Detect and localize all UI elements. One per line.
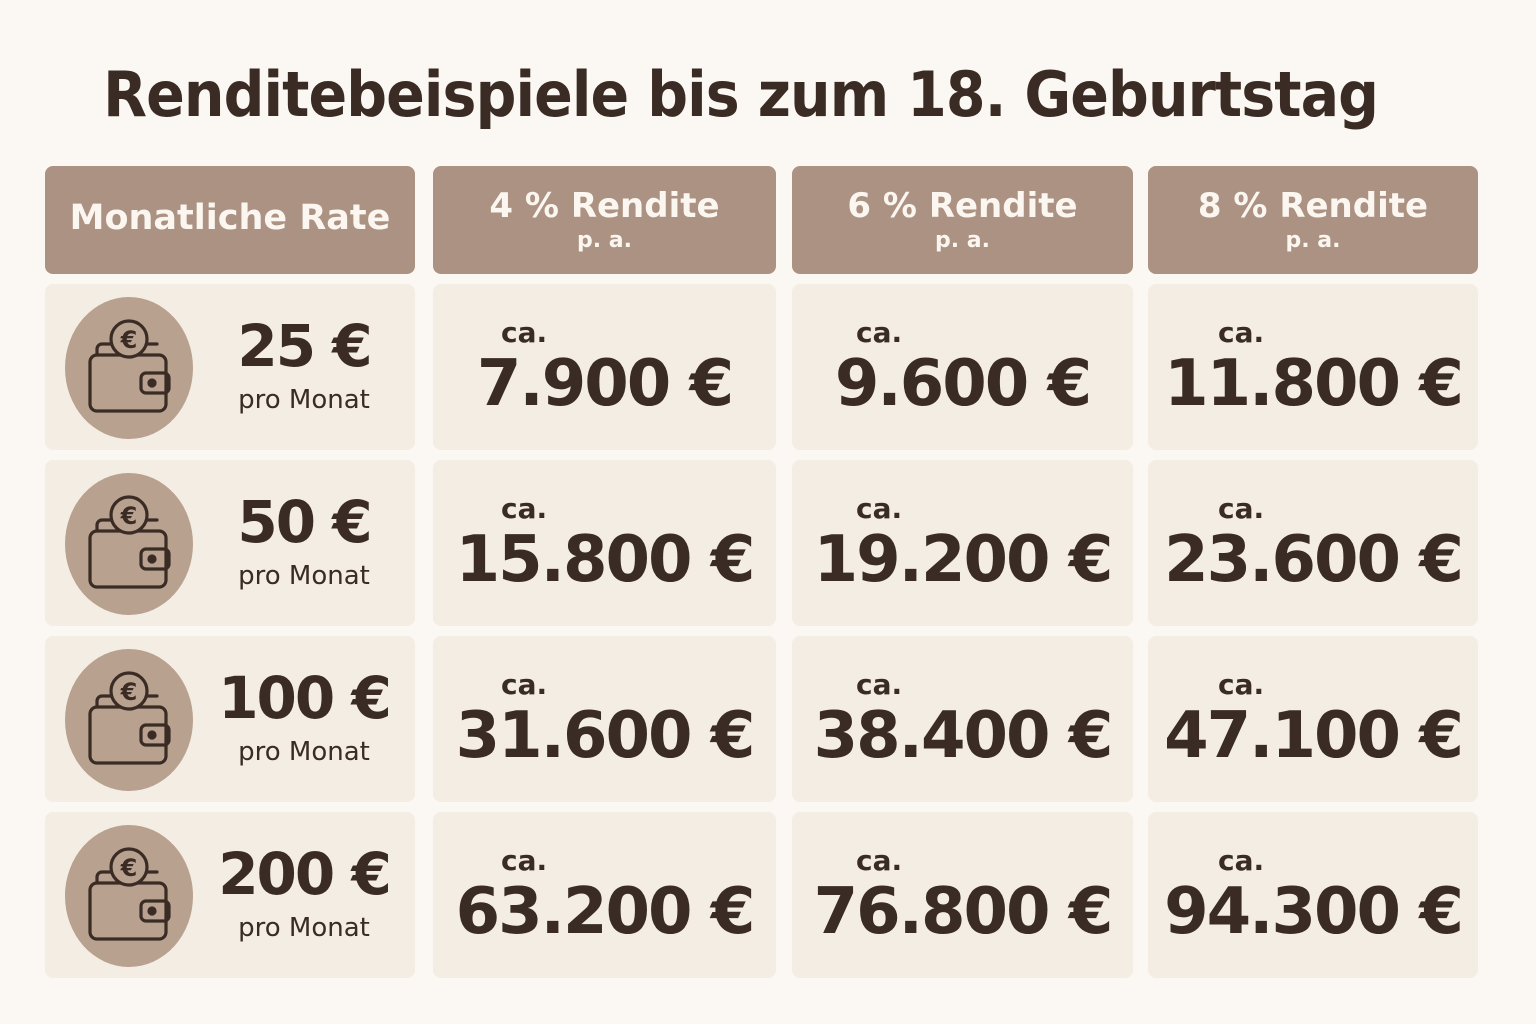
approx-label: ca. xyxy=(501,844,548,877)
return-value: 15.800 € xyxy=(455,523,756,597)
value-cell-8: ca. 23.600 € xyxy=(1148,460,1478,626)
rate-cell: € 200 € pro Monat xyxy=(45,812,415,978)
approx-label: ca. xyxy=(856,492,903,525)
approx-label: ca. xyxy=(501,668,548,701)
value-cell-4: ca. 15.800 € xyxy=(433,460,776,626)
return-value: 23.600 € xyxy=(1164,523,1464,597)
rate-cell: € 25 € pro Monat xyxy=(45,284,415,450)
header-6-percent: 6 % Rendite p. a. xyxy=(792,166,1133,274)
svg-text:€: € xyxy=(120,326,138,354)
header-label: 6 % Rendite xyxy=(847,186,1078,226)
header-sublabel: p. a. xyxy=(935,228,990,253)
return-value: 9.600 € xyxy=(834,347,1092,421)
monthly-label: pro Monat xyxy=(238,385,370,415)
page-title: Renditebeispiele bis zum 18. Geburtstag xyxy=(103,58,1379,131)
value-cell-6: ca. 76.800 € xyxy=(792,812,1133,978)
approx-label: ca. xyxy=(856,316,903,349)
return-value: 38.400 € xyxy=(813,699,1114,773)
approx-label: ca. xyxy=(1218,316,1265,349)
value-cell-8: ca. 47.100 € xyxy=(1148,636,1478,802)
monthly-label: pro Monat xyxy=(238,561,370,591)
header-sublabel: p. a. xyxy=(577,228,632,253)
approx-label: ca. xyxy=(1218,492,1265,525)
title-area: Renditebeispiele bis zum 18. Geburtstag xyxy=(0,0,1536,160)
monthly-amount: 50 € xyxy=(237,488,372,556)
wallet-euro-icon: € xyxy=(65,473,193,615)
header-sublabel: p. a. xyxy=(1285,228,1341,253)
header-label: 8 % Rendite xyxy=(1197,186,1429,226)
value-cell-4: ca. 7.900 € xyxy=(433,284,776,450)
header-monthly-rate: Monatliche Rate xyxy=(45,166,415,274)
monthly-label: pro Monat xyxy=(238,737,370,767)
value-cell-4: ca. 63.200 € xyxy=(433,812,776,978)
header-4-percent: 4 % Rendite p. a. xyxy=(433,166,776,274)
monthly-amount: 100 € xyxy=(218,664,392,732)
rate-cell: € 50 € pro Monat xyxy=(45,460,415,626)
monthly-amount: 25 € xyxy=(237,312,372,380)
svg-text:€: € xyxy=(120,502,138,530)
approx-label: ca. xyxy=(856,668,903,701)
header-label: 4 % Rendite xyxy=(489,186,720,226)
return-value: 31.600 € xyxy=(455,699,756,773)
return-value: 94.300 € xyxy=(1164,875,1464,949)
return-value: 19.200 € xyxy=(813,523,1114,597)
approx-label: ca. xyxy=(1218,668,1265,701)
wallet-euro-icon: € xyxy=(65,825,193,967)
return-value: 47.100 € xyxy=(1164,699,1464,773)
svg-text:€: € xyxy=(120,678,138,706)
approx-label: ca. xyxy=(501,492,548,525)
wallet-euro-icon: € xyxy=(65,297,193,439)
rate-cell: € 100 € pro Monat xyxy=(45,636,415,802)
approx-label: ca. xyxy=(501,316,548,349)
monthly-label: pro Monat xyxy=(238,913,370,943)
return-value: 76.800 € xyxy=(813,875,1114,949)
approx-label: ca. xyxy=(1218,844,1265,877)
monthly-amount: 200 € xyxy=(218,840,392,908)
svg-text:€: € xyxy=(120,854,138,882)
header-8-percent: 8 % Rendite p. a. xyxy=(1148,166,1478,274)
return-value: 63.200 € xyxy=(455,875,756,949)
return-value: 11.800 € xyxy=(1164,347,1464,421)
return-value: 7.900 € xyxy=(476,347,734,421)
wallet-euro-icon: € xyxy=(65,649,193,791)
value-cell-8: ca. 11.800 € xyxy=(1148,284,1478,450)
header-label: Monatliche Rate xyxy=(69,198,391,238)
value-cell-6: ca. 19.200 € xyxy=(792,460,1133,626)
approx-label: ca. xyxy=(856,844,903,877)
value-cell-8: ca. 94.300 € xyxy=(1148,812,1478,978)
value-cell-6: ca. 9.600 € xyxy=(792,284,1133,450)
value-cell-6: ca. 38.400 € xyxy=(792,636,1133,802)
value-cell-4: ca. 31.600 € xyxy=(433,636,776,802)
